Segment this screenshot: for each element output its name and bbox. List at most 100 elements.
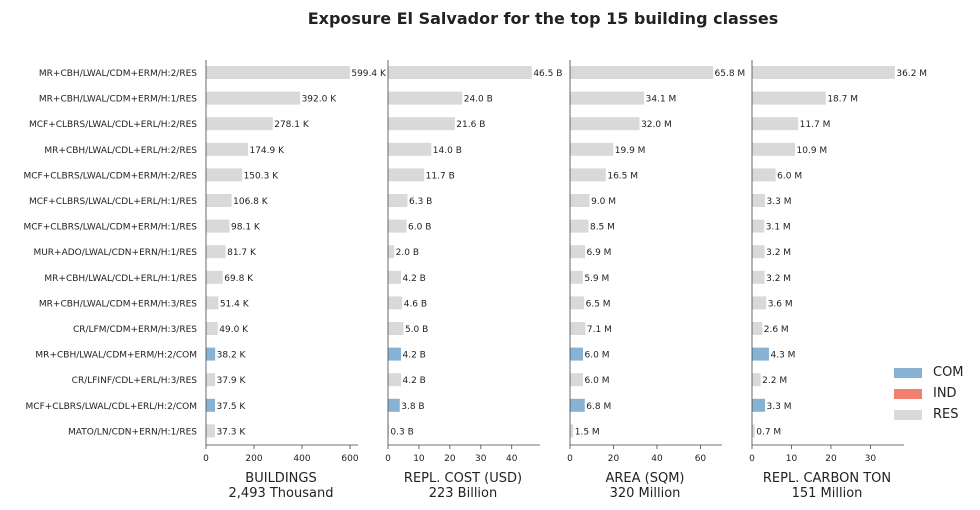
x-tick-label: 400	[293, 454, 310, 464]
bar	[570, 142, 614, 156]
bar-value-label: 3.2 M	[766, 274, 791, 284]
bar-value-label: 6.0 M	[585, 351, 610, 361]
bar-value-label: 6.5 M	[586, 299, 611, 309]
bar-value-label: 106.8 K	[233, 197, 269, 207]
bar	[570, 117, 640, 131]
bar	[752, 398, 766, 412]
legend-swatch-res	[894, 409, 922, 420]
bar	[206, 91, 301, 105]
x-tick-label: 600	[341, 454, 358, 464]
bar-value-label: 0.3 B	[390, 427, 413, 437]
bar-value-label: 392.0 K	[302, 95, 338, 105]
bar	[388, 296, 403, 310]
panel-total: 223 Billion	[429, 486, 498, 501]
category-label: MR+CBH/LWAL/CDM+ERM/H:3/RES	[39, 299, 197, 309]
bar	[206, 398, 215, 412]
x-tick-label: 0	[203, 454, 209, 464]
bar	[752, 347, 769, 361]
category-label: MCF+CLBRS/LWAL/CDL+ERL/H:2/COM	[26, 402, 197, 412]
bar-value-label: 4.6 B	[404, 299, 427, 309]
bar	[752, 168, 776, 182]
bar	[752, 322, 763, 335]
category-label: MCF+CLBRS/LWAL/CDM+ERM/H:2/RES	[23, 171, 197, 181]
bar	[570, 66, 714, 79]
legend-label-res: RES	[933, 407, 959, 422]
panel-3: 65.8 M 34.1 M 32.0 M 19.9 M 16.5 M 9.0 M 8.5 M…	[567, 60, 745, 501]
bar-value-label: 6.9 M	[587, 248, 612, 258]
bar	[752, 270, 765, 284]
panel-1: 599.4 K 392.0 K 278.1 K 174.9 K 150.3 K 106.8…	[203, 60, 387, 501]
bar-value-label: 2.0 B	[396, 248, 419, 258]
category-label: MCF+CLBRS/LWAL/CDL+ERL/H:1/RES	[29, 197, 197, 207]
legend-item-ind: IND	[894, 383, 964, 404]
bar	[752, 373, 761, 387]
bar-value-label: 174.9 K	[249, 146, 285, 156]
bar	[570, 424, 574, 438]
bar	[388, 219, 407, 233]
bar	[752, 296, 767, 310]
bar-value-label: 150.3 K	[244, 171, 280, 181]
bar	[570, 194, 590, 207]
bar	[206, 270, 223, 284]
bar	[752, 245, 765, 259]
bar	[388, 347, 401, 361]
bar-value-label: 65.8 M	[715, 69, 746, 79]
x-tick-label: 30	[865, 454, 877, 464]
x-tick-label: 20	[825, 454, 837, 464]
bar	[570, 91, 645, 105]
bar	[388, 168, 425, 182]
bar-value-label: 51.4 K	[220, 299, 250, 309]
bar-value-label: 6.0 M	[777, 171, 802, 181]
x-axis-label: BUILDINGS	[245, 471, 316, 486]
bar-value-label: 3.3 M	[767, 402, 792, 412]
legend-label-com: COM	[933, 365, 964, 380]
legend: COM IND RES	[894, 362, 964, 425]
x-tick-label: 0	[567, 454, 573, 464]
legend-swatch-ind	[894, 388, 922, 399]
x-tick-label: 10	[413, 454, 425, 464]
panel-2: 46.5 B 24.0 B 21.6 B 14.0 B 11.7 B 6.3 B 6.0 B…	[385, 60, 562, 501]
bar-value-label: 1.5 M	[575, 427, 600, 437]
bar	[206, 194, 232, 207]
bar-value-label: 6.3 B	[409, 197, 432, 207]
bar-value-label: 5.0 B	[405, 325, 428, 335]
legend-item-res: RES	[894, 404, 964, 425]
bar-value-label: 49.0 K	[219, 325, 249, 335]
x-axis-label: REPL. CARBON TON	[763, 471, 891, 486]
bar-value-label: 8.5 M	[590, 223, 615, 233]
legend-label-ind: IND	[933, 386, 957, 401]
category-label: MR+CBH/LWAL/CDM+ERM/H:1/RES	[39, 95, 197, 105]
bar-value-label: 69.8 K	[224, 274, 254, 284]
bar	[388, 322, 404, 335]
chart-title: Exposure El Salvador for the top 15 buil…	[308, 9, 779, 28]
bar	[752, 117, 799, 131]
category-label: CR/LFINF/CDL+ERL/H:3/RES	[72, 376, 198, 386]
bar-value-label: 4.3 M	[770, 351, 795, 361]
bar-value-label: 2.2 M	[762, 376, 787, 386]
bar	[206, 296, 219, 310]
bar-value-label: 3.3 M	[767, 197, 792, 207]
bar	[752, 424, 755, 438]
bar	[388, 270, 401, 284]
bar-value-label: 98.1 K	[231, 223, 261, 233]
category-label: MR+CBH/LWAL/CDM+ERM/H:2/RES	[39, 69, 197, 79]
bar-value-label: 4.2 B	[402, 351, 425, 361]
category-label: MR+CBH/LWAL/CDL+ERL/H:2/RES	[44, 146, 197, 156]
bar-value-label: 37.5 K	[217, 402, 247, 412]
bar-value-label: 0.7 M	[756, 427, 781, 437]
bar-value-label: 21.6 B	[456, 120, 485, 130]
bar	[570, 219, 589, 233]
bar	[570, 322, 586, 335]
bar-value-label: 3.2 M	[766, 248, 791, 258]
category-label: MR+CBH/LWAL/CDL+ERL/H:1/RES	[44, 274, 197, 284]
bar	[752, 91, 826, 105]
legend-swatch-com	[894, 367, 922, 378]
bar	[570, 270, 583, 284]
bar	[206, 142, 248, 156]
category-label: MR+CBH/LWAL/CDM+ERM/H:2/COM	[35, 351, 197, 361]
category-label: MCF+CLBRS/LWAL/CDL+ERL/H:2/RES	[29, 120, 197, 130]
bar-value-label: 3.6 M	[768, 299, 793, 309]
bar	[388, 91, 463, 105]
bar-value-label: 3.1 M	[766, 223, 791, 233]
